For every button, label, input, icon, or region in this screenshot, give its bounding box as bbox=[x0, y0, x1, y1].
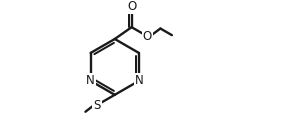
Text: S: S bbox=[93, 99, 101, 112]
Text: O: O bbox=[127, 0, 136, 13]
Text: O: O bbox=[143, 30, 152, 43]
Text: N: N bbox=[86, 74, 95, 87]
Text: N: N bbox=[135, 74, 143, 87]
